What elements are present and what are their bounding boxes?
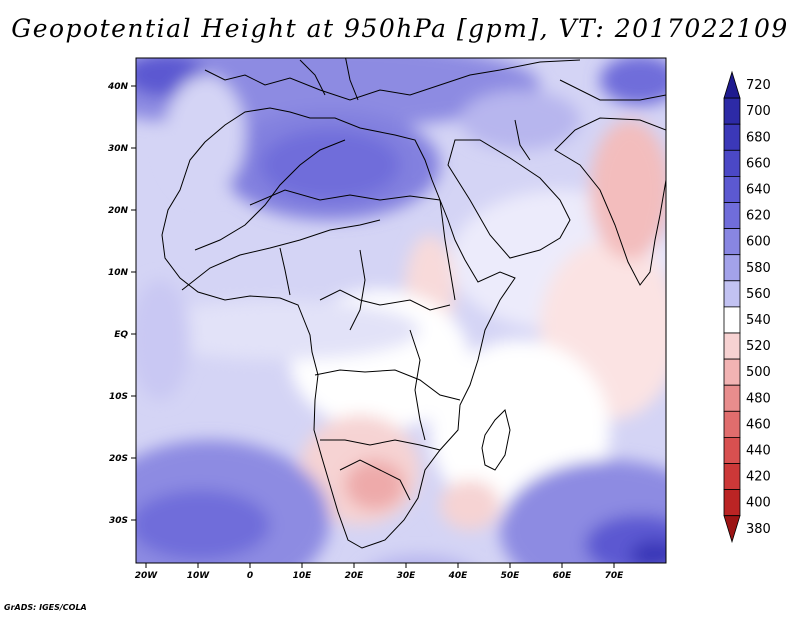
colorbar-swatch xyxy=(723,306,741,334)
colorbar-label: 620 xyxy=(746,209,771,224)
colorbar-label: 520 xyxy=(746,339,771,354)
lat-label-10s: 10S xyxy=(109,392,128,402)
lat-label-eq: EQ xyxy=(114,330,128,340)
colorbar-label: 600 xyxy=(746,235,771,250)
colorbar-swatch xyxy=(723,463,741,491)
lat-axis: 40N 30N 20N 10N EQ 10S 20S 30S xyxy=(107,82,136,526)
height-field xyxy=(136,58,666,563)
colorbar-label: 720 xyxy=(746,78,771,93)
colorbar-label: 500 xyxy=(746,365,771,380)
lat-label-20n: 20N xyxy=(108,206,129,216)
colorbar-swatch xyxy=(723,175,741,203)
lon-label-70e: 70E xyxy=(605,571,625,581)
colorbar-swatch xyxy=(723,489,741,517)
coastlines xyxy=(161,58,666,549)
colorbar-swatch xyxy=(723,228,741,256)
map-title: Geopotential Height at 950hPa [gpm], VT:… xyxy=(11,14,789,43)
lon-label-50e: 50E xyxy=(501,571,521,581)
lon-label-0: 0 xyxy=(247,571,253,581)
colorbar-label: 400 xyxy=(746,496,771,511)
lon-label-30e: 30E xyxy=(397,571,417,581)
colorbar-label: 580 xyxy=(746,261,771,276)
colorbar-swatch xyxy=(723,280,741,308)
colorbar-swatch xyxy=(723,254,741,282)
colorbar-swatch-top xyxy=(723,70,741,99)
lon-label-40e: 40E xyxy=(448,571,469,581)
colorbar-swatch xyxy=(723,410,741,438)
colorbar-label: 700 xyxy=(746,104,771,119)
colorbar: 720 700 680 660 640 620 600 580 560 540 520 500 480 4… xyxy=(723,70,771,544)
colorbar-label: 640 xyxy=(746,182,771,197)
colorbar-label: 680 xyxy=(746,130,771,145)
lon-label-20w: 20W xyxy=(135,571,159,581)
lon-label-20e: 20E xyxy=(345,571,365,581)
lat-label-20s: 20S xyxy=(109,454,128,464)
colorbar-swatch xyxy=(723,332,741,360)
lon-label-10e: 10E xyxy=(293,571,313,581)
colorbar-swatch xyxy=(723,202,741,230)
colorbar-label: 460 xyxy=(746,417,771,432)
colorbar-label: 380 xyxy=(746,522,771,537)
colorbar-swatch xyxy=(723,384,741,412)
colorbar-label: 540 xyxy=(746,313,771,328)
lat-label-40n: 40N xyxy=(107,82,129,92)
colorbar-swatch-bottom xyxy=(723,515,741,544)
lat-label-10n: 10N xyxy=(108,268,129,278)
colorbar-swatch xyxy=(723,436,741,464)
colorbar-swatch xyxy=(723,97,741,125)
colorbar-label: 660 xyxy=(746,156,771,171)
grads-credit: GrADS: IGES/COLA xyxy=(4,603,87,612)
lat-label-30n: 30N xyxy=(108,144,129,154)
lon-axis: 20W 10W 0 10E 20E 30E 40E 50E 60E 70E xyxy=(135,563,624,581)
colorbar-swatch xyxy=(723,358,741,386)
colorbar-label: 560 xyxy=(746,287,771,302)
colorbar-label: 420 xyxy=(746,470,771,485)
plot-frame xyxy=(135,57,667,564)
lon-label-10w: 10W xyxy=(187,571,211,581)
lat-label-30s: 30S xyxy=(109,516,128,526)
colorbar-swatch xyxy=(723,149,741,177)
colorbar-label: 440 xyxy=(746,443,771,458)
colorbar-label: 480 xyxy=(746,391,771,406)
lon-label-60e: 60E xyxy=(553,571,573,581)
colorbar-swatch xyxy=(723,123,741,151)
